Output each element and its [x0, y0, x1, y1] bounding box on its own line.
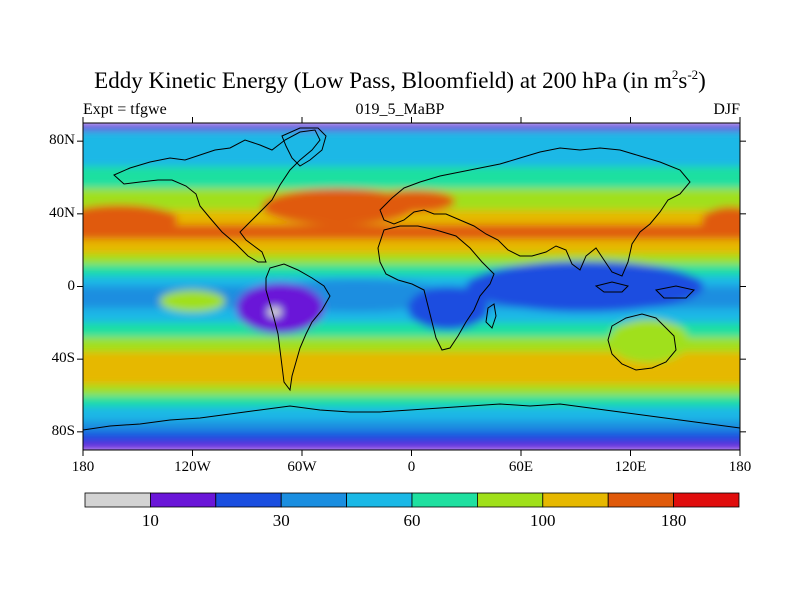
colorbar: [84, 492, 740, 508]
axis-ticks: [77, 117, 746, 456]
ke-band: [83, 431, 740, 444]
colorbar-box: [542, 492, 609, 508]
ke-band: [83, 130, 740, 146]
ke-region: [407, 286, 489, 331]
colorbar-label: 180: [660, 511, 687, 530]
colorbar-label: 10: [141, 511, 159, 530]
ke-band: [83, 275, 740, 287]
ke-band: [83, 442, 740, 450]
chart-title: Eddy Kinetic Energy (Low Pass, Bloomfiel…: [0, 67, 800, 94]
colorbar-box: [84, 492, 151, 508]
ke-band: [83, 166, 740, 189]
y-tick-label: 40S: [51, 350, 75, 367]
title-main: Eddy Kinetic Energy (Low Pass, Bloomfiel…: [94, 68, 672, 93]
ke-band: [83, 239, 740, 255]
ke-band: [83, 224, 740, 240]
colorbar-label: 60: [403, 511, 421, 530]
experiment-label: Expt = tfgwe: [83, 101, 167, 118]
ke-region: [236, 282, 324, 334]
y-tick-label: 0: [67, 277, 76, 294]
ke-region: [261, 188, 416, 225]
title-sup-2: -2: [687, 67, 699, 82]
ke-band: [83, 123, 740, 131]
title-sup-1: 2: [671, 67, 679, 82]
ke-band: [83, 420, 740, 433]
colorbar-box: [149, 492, 217, 508]
ke-region: [83, 204, 178, 234]
y-tick-label: 80N: [49, 132, 75, 149]
ke-band: [83, 370, 740, 386]
ke-band: [83, 264, 740, 277]
colorbar-label: 100: [530, 511, 556, 530]
colorbar-box: [476, 492, 544, 508]
ke-band: [83, 210, 740, 226]
ke-band: [83, 144, 740, 168]
run-label: 019_5_MaBP: [355, 101, 445, 118]
colorbar-label: 30: [272, 511, 290, 530]
ke-region: [608, 319, 689, 363]
ke-band: [83, 253, 740, 266]
x-tick-label: 0: [407, 459, 416, 475]
y-tick-label: 80S: [51, 422, 75, 439]
ke-region: [701, 206, 740, 236]
ke-region: [159, 290, 226, 312]
ke-band: [83, 322, 740, 338]
ke-field: [83, 123, 740, 450]
x-tick-label: 120E: [614, 459, 647, 475]
x-tick-label: 60E: [508, 459, 534, 475]
ke-band: [83, 406, 740, 422]
x-tick-label: 180: [728, 459, 752, 475]
ke-region: [375, 190, 456, 213]
season-label: DJF: [713, 101, 740, 118]
y-tick-label: 40N: [49, 204, 75, 221]
colorbar-box: [607, 492, 675, 508]
ke-band: [83, 395, 740, 407]
colorbar-box: [215, 492, 282, 508]
colorbar-box: [280, 492, 348, 508]
x-tick-label: 180: [71, 459, 95, 475]
ke-band: [83, 351, 740, 371]
x-tick-label: 120W: [174, 459, 211, 475]
title-mid: s: [678, 68, 688, 93]
ke-region: [267, 306, 282, 318]
title-end: ): [698, 68, 706, 93]
colorbar-box: [673, 492, 740, 508]
colorbar-box: [411, 492, 478, 508]
ke-region: [466, 261, 704, 312]
x-tick-label: 60W: [287, 459, 317, 475]
colorbar-box: [346, 492, 413, 508]
ke-band: [83, 337, 740, 353]
ke-band: [83, 384, 740, 396]
coastlines: [83, 127, 740, 431]
